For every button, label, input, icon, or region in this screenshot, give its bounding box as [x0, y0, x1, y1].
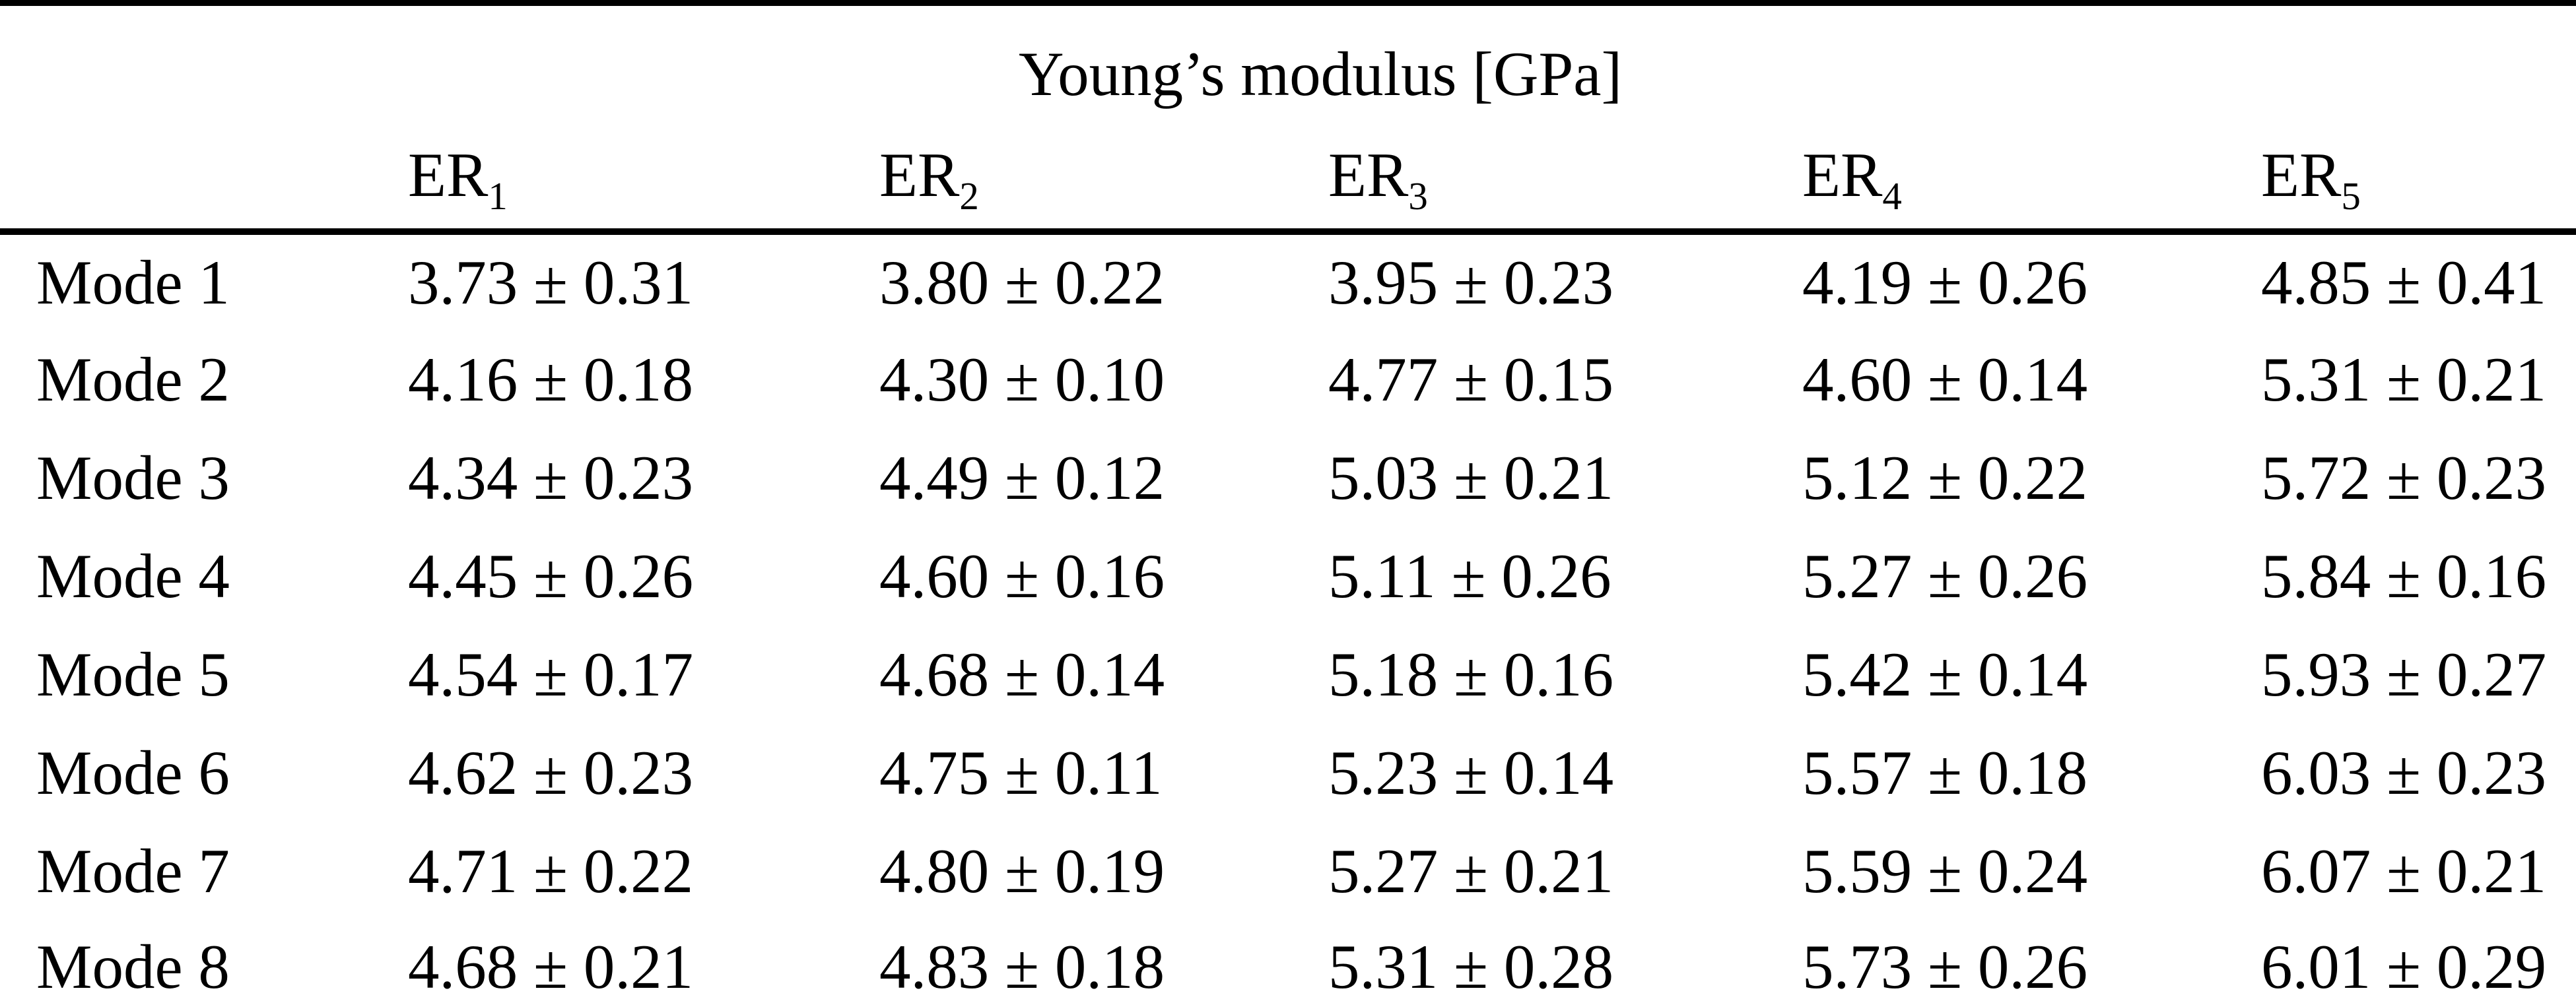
table-row: Mode 6 4.62 ± 0.23 4.75 ± 0.11 5.23 ± 0.14 5…: [0, 723, 2576, 822]
value-cell: 6.07 ± 0.21: [2261, 835, 2547, 906]
table-row: Mode 4 4.45 ± 0.26 4.60 ± 0.16 5.11 ± 0.26 5…: [0, 527, 2576, 625]
value-cell: 6.01 ± 0.29: [2261, 932, 2547, 1002]
column-header-subscript: 1: [488, 175, 508, 218]
value-cell: 4.30 ± 0.10: [879, 344, 1165, 414]
value-cell: 4.62 ± 0.23: [408, 737, 694, 808]
value-cell: 5.27 ± 0.21: [1328, 835, 1614, 906]
column-header-row: ER1 ER2 ER3 ER4 ER5: [0, 115, 2576, 235]
value-cell: 3.80 ± 0.22: [879, 247, 1165, 317]
row-label: Mode 1: [36, 247, 230, 317]
column-header-base: ER: [879, 140, 960, 210]
value-cell: 4.45 ± 0.26: [408, 540, 694, 611]
table-title: Young’s modulus [GPa]: [1018, 39, 1623, 109]
row-label: Mode 8: [36, 932, 230, 1002]
value-cell: 5.42 ± 0.14: [1802, 639, 2088, 709]
value-cell: 5.23 ± 0.14: [1328, 737, 1614, 808]
value-cell: 4.68 ± 0.14: [879, 639, 1165, 709]
value-cell: 4.85 ± 0.41: [2261, 247, 2547, 317]
table-row: Mode 2 4.16 ± 0.18 4.30 ± 0.10 4.77 ± 0.15 4…: [0, 330, 2576, 428]
row-label: Mode 4: [36, 540, 230, 611]
value-cell: 4.16 ± 0.18: [408, 344, 694, 414]
value-cell: 3.73 ± 0.31: [408, 247, 694, 317]
column-header-er2: ER2: [843, 115, 1292, 235]
value-cell: 4.83 ± 0.18: [879, 932, 1165, 1002]
value-cell: 5.72 ± 0.23: [2261, 442, 2547, 513]
column-header-subscript: 4: [1882, 175, 1902, 218]
value-cell: 4.19 ± 0.26: [1802, 247, 2088, 317]
table-row: Mode 7 4.71 ± 0.22 4.80 ± 0.19 5.27 ± 0.21 5…: [0, 822, 2576, 920]
row-label: Mode 2: [36, 344, 230, 414]
value-cell: 5.11 ± 0.26: [1328, 540, 1611, 611]
value-cell: 4.77 ± 0.15: [1328, 344, 1614, 414]
table-row: Mode 5 4.54 ± 0.17 4.68 ± 0.14 5.18 ± 0.16 5…: [0, 625, 2576, 723]
value-cell: 5.93 ± 0.27: [2261, 639, 2547, 709]
value-cell: 4.75 ± 0.11: [879, 737, 1163, 808]
table-row: Mode 8 4.68 ± 0.21 4.83 ± 0.18 5.31 ± 0.28 5…: [0, 920, 2576, 1003]
row-label: Mode 5: [36, 639, 230, 709]
table-row: Mode 3 4.34 ± 0.23 4.49 ± 0.12 5.03 ± 0.21 5…: [0, 428, 2576, 527]
row-label: Mode 6: [36, 737, 230, 808]
value-cell: 4.54 ± 0.17: [408, 639, 694, 709]
value-cell: 5.84 ± 0.16: [2261, 540, 2547, 611]
value-cell: 4.68 ± 0.21: [408, 932, 694, 1002]
column-header-subscript: 2: [959, 175, 979, 218]
value-cell: 5.03 ± 0.21: [1328, 442, 1614, 513]
row-label: Mode 3: [36, 442, 230, 513]
column-header-base: ER: [1328, 140, 1409, 210]
value-cell: 5.73 ± 0.26: [1802, 932, 2088, 1002]
value-cell: 4.60 ± 0.14: [1802, 344, 2088, 414]
table-row: Mode 1 3.73 ± 0.31 3.80 ± 0.22 3.95 ± 0.23 4…: [0, 232, 2576, 330]
value-cell: 5.59 ± 0.24: [1802, 835, 2088, 906]
row-label: Mode 7: [36, 835, 230, 906]
column-header-base: ER: [2261, 140, 2342, 210]
column-header-er3: ER3: [1292, 115, 1766, 235]
value-cell: 5.31 ± 0.21: [2261, 344, 2547, 414]
value-cell: 4.80 ± 0.19: [879, 835, 1165, 906]
value-cell: 5.57 ± 0.18: [1802, 737, 2088, 808]
column-header-er1: ER1: [372, 115, 843, 235]
value-cell: 4.34 ± 0.23: [408, 442, 694, 513]
title-row: Young’s modulus [GPa]: [0, 3, 2576, 116]
column-header-base: ER: [408, 140, 489, 210]
value-cell: 4.60 ± 0.16: [879, 540, 1165, 611]
value-cell: 5.18 ± 0.16: [1328, 639, 1614, 709]
column-header-er5: ER5: [2225, 115, 2576, 235]
value-cell: 5.31 ± 0.28: [1328, 932, 1614, 1002]
value-cell: 4.49 ± 0.12: [879, 442, 1165, 513]
value-cell: 6.03 ± 0.23: [2261, 737, 2547, 808]
value-cell: 5.27 ± 0.26: [1802, 540, 2088, 611]
value-cell: 5.12 ± 0.22: [1802, 442, 2088, 513]
value-cell: 4.71 ± 0.22: [408, 835, 694, 906]
column-header-subscript: 5: [2341, 175, 2361, 218]
column-header-er4: ER4: [1766, 115, 2225, 235]
column-header-subscript: 3: [1408, 175, 1428, 218]
column-header-base: ER: [1802, 140, 1883, 210]
value-cell: 3.95 ± 0.23: [1328, 247, 1614, 317]
corner-cell: [0, 115, 372, 235]
